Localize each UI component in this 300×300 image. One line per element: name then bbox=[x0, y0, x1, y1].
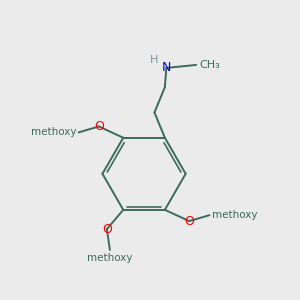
Text: O: O bbox=[184, 214, 194, 228]
Text: methoxy: methoxy bbox=[31, 128, 76, 137]
Text: methoxy: methoxy bbox=[212, 210, 257, 220]
Text: O: O bbox=[94, 120, 104, 133]
Text: O: O bbox=[102, 223, 112, 236]
Text: N: N bbox=[162, 61, 171, 74]
Text: methoxy: methoxy bbox=[87, 253, 133, 263]
Text: CH₃: CH₃ bbox=[200, 60, 220, 70]
Text: H: H bbox=[150, 56, 158, 65]
